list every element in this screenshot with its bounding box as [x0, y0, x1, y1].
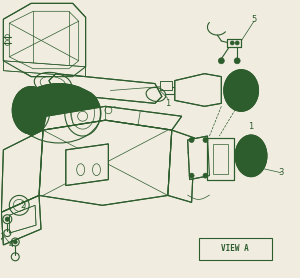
Polygon shape	[168, 130, 195, 202]
Circle shape	[203, 173, 208, 178]
Circle shape	[13, 240, 17, 244]
Ellipse shape	[65, 91, 100, 136]
Polygon shape	[3, 61, 85, 77]
Circle shape	[234, 58, 240, 64]
Polygon shape	[2, 130, 43, 212]
Ellipse shape	[17, 84, 101, 143]
Polygon shape	[2, 195, 41, 245]
Text: 3: 3	[278, 168, 284, 177]
Ellipse shape	[235, 135, 267, 177]
Polygon shape	[175, 74, 221, 106]
Polygon shape	[208, 138, 234, 180]
Text: 1: 1	[248, 122, 254, 131]
Circle shape	[5, 217, 10, 221]
Circle shape	[235, 41, 239, 45]
Ellipse shape	[224, 70, 259, 111]
Bar	[160, 81, 172, 91]
Circle shape	[230, 41, 234, 45]
Text: 2: 2	[21, 201, 26, 210]
Bar	[213, 144, 228, 174]
Polygon shape	[66, 144, 108, 185]
Bar	[227, 39, 241, 47]
Ellipse shape	[12, 86, 50, 134]
Text: 1: 1	[165, 99, 170, 108]
Text: 5: 5	[251, 15, 257, 24]
Circle shape	[189, 138, 194, 142]
Circle shape	[203, 138, 208, 142]
Text: VIEW A: VIEW A	[221, 244, 249, 253]
Circle shape	[218, 58, 224, 64]
Circle shape	[189, 173, 194, 178]
Polygon shape	[43, 106, 182, 130]
Bar	[227, 39, 241, 47]
Polygon shape	[49, 74, 162, 103]
FancyBboxPatch shape	[199, 238, 272, 260]
Text: 4: 4	[9, 240, 14, 249]
Polygon shape	[39, 120, 172, 205]
Bar	[160, 81, 172, 91]
Polygon shape	[3, 3, 85, 77]
Polygon shape	[9, 205, 36, 233]
Polygon shape	[188, 136, 209, 180]
